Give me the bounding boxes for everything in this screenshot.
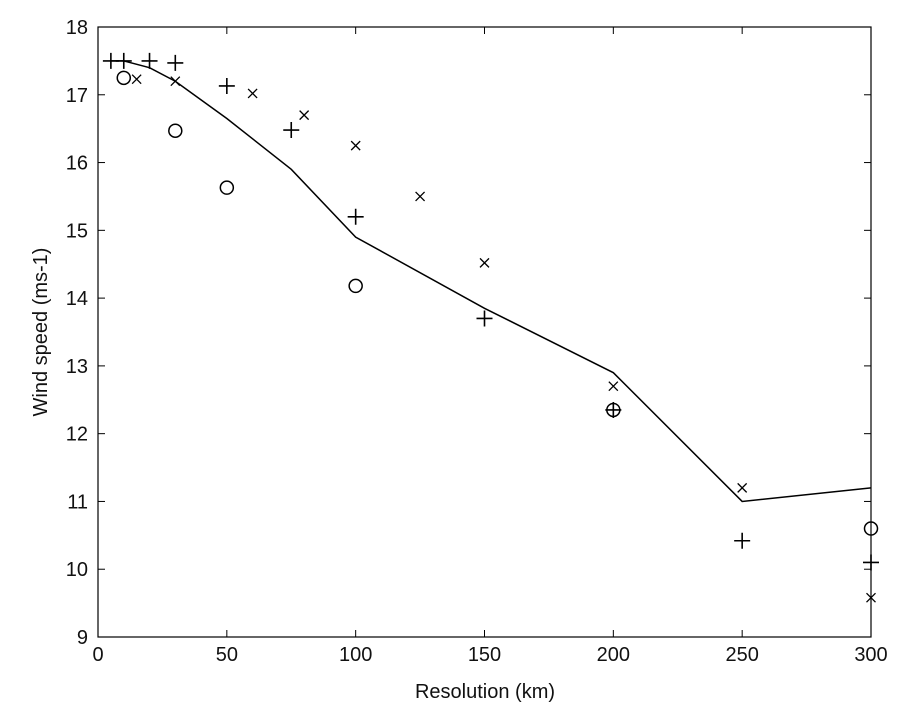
plus-marker (476, 310, 493, 327)
plus-marker (283, 122, 300, 139)
x-tick-label: 250 (725, 644, 758, 666)
x-tick-label: 150 (468, 644, 501, 666)
circle-marker (219, 180, 235, 195)
y-axis-label: Wind speed (ms-1) (30, 248, 52, 417)
circle-marker (863, 521, 879, 536)
plus-marker (734, 532, 751, 549)
x-tick-label: 50 (216, 644, 238, 666)
x-marker (415, 191, 426, 202)
y-tick-label: 13 (66, 356, 88, 378)
x-marker (866, 592, 876, 603)
x-marker (247, 88, 258, 99)
x-marker (170, 76, 181, 87)
plus-marker (605, 401, 622, 418)
line (110, 60, 872, 503)
plus-marker (863, 554, 879, 571)
plus-marker (347, 208, 364, 225)
y-tick-label: 10 (66, 559, 88, 581)
y-tick-label: 9 (77, 627, 88, 649)
plus-marker (141, 52, 158, 69)
y-tick-label: 17 (66, 85, 88, 107)
plus-marker (167, 54, 184, 71)
plus-marker (218, 77, 235, 94)
circle-marker (606, 402, 621, 418)
y-tick-label: 15 (66, 220, 88, 242)
y-tick-label: 14 (66, 288, 88, 310)
y-tick-label: 11 (67, 491, 88, 513)
circle-marker (168, 123, 183, 138)
x-marker (479, 257, 490, 268)
y-tick-label: 18 (66, 17, 88, 39)
circle-marker (116, 70, 132, 86)
x-marker (299, 110, 310, 121)
x-tick-label: 0 (92, 644, 103, 666)
x-axis-label: Resolution (km) (415, 681, 555, 703)
x-tick-label: 300 (854, 644, 887, 666)
circle-marker (348, 278, 363, 294)
plus-marker (115, 52, 132, 69)
y-tick-label: 12 (66, 424, 88, 446)
y-tick-label: 16 (66, 153, 88, 175)
x-tick-label: 200 (597, 644, 630, 666)
x-marker (131, 74, 142, 85)
x-marker (737, 482, 748, 493)
x-marker (608, 381, 619, 392)
x-marker (350, 140, 361, 151)
x-tick-label: 100 (339, 644, 372, 666)
